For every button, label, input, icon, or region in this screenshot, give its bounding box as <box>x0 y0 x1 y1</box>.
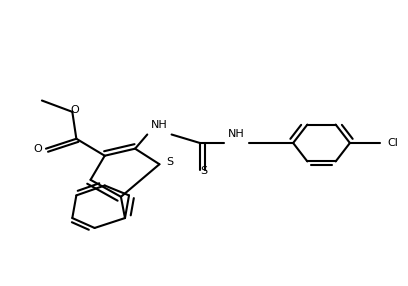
Text: S: S <box>166 157 173 167</box>
Text: Cl: Cl <box>388 138 399 148</box>
Text: NH: NH <box>151 120 168 130</box>
Text: S: S <box>200 166 208 176</box>
Text: NH: NH <box>228 129 245 139</box>
Text: O: O <box>70 105 79 115</box>
Text: O: O <box>33 144 42 154</box>
